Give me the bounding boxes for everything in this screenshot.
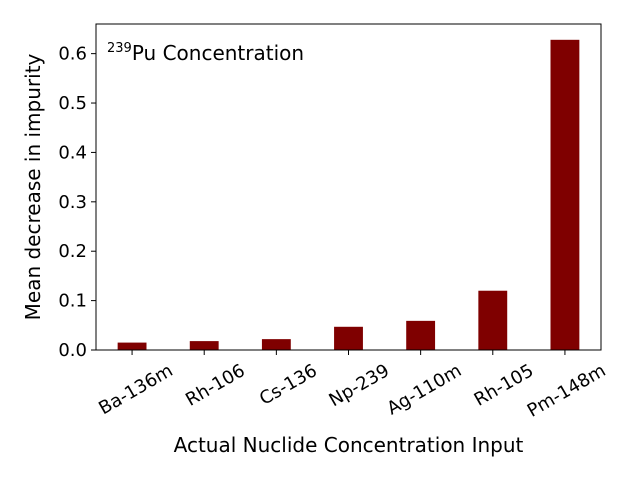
x-tick-label: Cs-136 [256,360,321,410]
x-tick-label: Ag-110m [384,360,466,419]
x-tick-label: Pm-148m [524,360,610,422]
bar-pm-148m [550,39,580,350]
chart-annotation: 239Pu Concentration [107,41,304,65]
y-tick-label: 0.4 [58,142,87,163]
y-tick-label: 0.6 [58,44,87,65]
bar-cs-136 [261,339,291,350]
y-tick-label: 0.5 [58,93,87,114]
bar-np-239 [334,326,363,350]
y-tick-label: 0.0 [58,340,87,361]
plot-frame [95,23,602,351]
bars-group [117,39,580,350]
annotation-superscript: 239 [107,41,132,56]
x-tick-label: Rh-106 [182,360,249,411]
x-tick-label: Np-239 [326,360,393,411]
y-ticks-group: 0.0 0.1 0.2 0.3 0.4 0.5 0.6 [58,44,96,361]
bar-rh-105 [478,290,508,350]
annotation-text: Pu Concentration [132,41,304,65]
bar-ag-110m [406,320,436,350]
x-tick-label: Ba-136m [95,360,176,419]
y-axis-label: Mean decrease in impurity [21,53,45,320]
y-tick-label: 0.1 [58,291,87,312]
y-tick-label: 0.2 [58,241,87,262]
y-tick-label: 0.3 [58,192,87,213]
x-axis-label: Actual Nuclide Concentration Input [174,433,524,457]
bar-ba-136m [117,342,147,350]
bar-rh-106 [189,341,219,350]
